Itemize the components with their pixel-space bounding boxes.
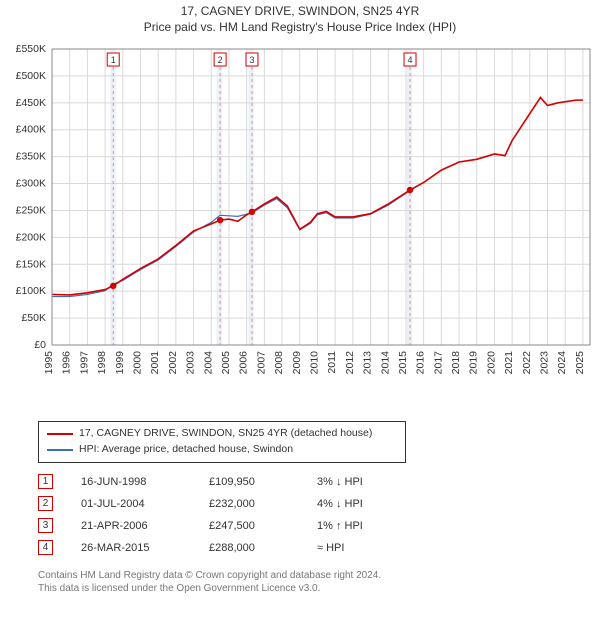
- svg-text:1995: 1995: [43, 351, 55, 375]
- sale-date: 26-MAR-2015: [81, 542, 181, 554]
- svg-text:2014: 2014: [379, 351, 391, 375]
- legend: 17, CAGNEY DRIVE, SWINDON, SN25 4YR (det…: [38, 421, 406, 463]
- legend-label: HPI: Average price, detached house, Swin…: [79, 442, 293, 458]
- svg-text:2021: 2021: [503, 351, 515, 375]
- svg-text:£200K: £200K: [16, 232, 46, 244]
- svg-text:2005: 2005: [220, 351, 232, 375]
- sale-date: 21-APR-2006: [81, 520, 181, 532]
- svg-text:£100K: £100K: [16, 285, 46, 297]
- title-address: 17, CAGNEY DRIVE, SWINDON, SN25 4YR: [0, 4, 600, 20]
- sale-marker: 3: [38, 518, 53, 533]
- title-block: 17, CAGNEY DRIVE, SWINDON, SN25 4YR Pric…: [0, 0, 600, 35]
- svg-text:2009: 2009: [291, 351, 303, 375]
- sale-price: £288,000: [209, 542, 289, 554]
- sale-diff: 3% ↓ HPI: [317, 476, 397, 488]
- legend-label: 17, CAGNEY DRIVE, SWINDON, SN25 4YR (det…: [79, 426, 372, 442]
- svg-text:£500K: £500K: [16, 70, 46, 82]
- svg-text:2018: 2018: [450, 351, 462, 375]
- svg-text:2011: 2011: [326, 351, 338, 374]
- legend-swatch: [47, 449, 73, 451]
- sale-row: 1 16-JUN-1998 £109,950 3% ↓ HPI: [38, 471, 600, 493]
- chart: £0 £50K £100K £150K £200K £250K £300K £350K £400…: [0, 37, 600, 417]
- svg-text:2020: 2020: [485, 351, 497, 375]
- svg-text:2010: 2010: [308, 351, 320, 375]
- svg-text:2006: 2006: [238, 351, 250, 375]
- svg-text:2003: 2003: [185, 351, 197, 375]
- sale-price: £109,950: [209, 476, 289, 488]
- sale-row: 2 01-JUL-2004 £232,000 4% ↓ HPI: [38, 493, 600, 515]
- svg-text:1996: 1996: [61, 351, 73, 375]
- sale-diff: 4% ↓ HPI: [317, 498, 397, 510]
- footer-attribution: Contains HM Land Registry data © Crown c…: [38, 569, 600, 596]
- svg-text:2015: 2015: [397, 351, 409, 375]
- svg-text:£400K: £400K: [16, 124, 46, 136]
- svg-text:£550K: £550K: [16, 43, 46, 55]
- sale-price: £247,500: [209, 520, 289, 532]
- svg-text:3: 3: [249, 55, 254, 65]
- svg-text:£250K: £250K: [16, 205, 46, 217]
- svg-text:2008: 2008: [273, 351, 285, 375]
- svg-text:1999: 1999: [114, 351, 126, 375]
- svg-text:2012: 2012: [344, 351, 356, 375]
- svg-text:2013: 2013: [362, 351, 374, 375]
- legend-item: 17, CAGNEY DRIVE, SWINDON, SN25 4YR (det…: [47, 426, 397, 442]
- legend-swatch: [47, 433, 73, 435]
- svg-text:2023: 2023: [539, 351, 551, 375]
- sale-marker: 1: [38, 474, 53, 489]
- chart-svg: £0 £50K £100K £150K £200K £250K £300K £350K £400…: [0, 37, 600, 417]
- svg-text:2024: 2024: [556, 351, 568, 375]
- svg-text:£50K: £50K: [21, 312, 46, 324]
- svg-text:2019: 2019: [468, 351, 480, 375]
- svg-text:2002: 2002: [167, 351, 179, 375]
- title-subtitle: Price paid vs. HM Land Registry's House …: [0, 20, 600, 36]
- svg-text:£0: £0: [34, 339, 46, 351]
- sale-date: 01-JUL-2004: [81, 498, 181, 510]
- svg-text:2004: 2004: [202, 351, 214, 375]
- legend-item: HPI: Average price, detached house, Swin…: [47, 442, 397, 458]
- footer-line-1: Contains HM Land Registry data © Crown c…: [38, 569, 600, 583]
- svg-text:2001: 2001: [149, 351, 161, 375]
- root: 17, CAGNEY DRIVE, SWINDON, SN25 4YR Pric…: [0, 0, 600, 596]
- svg-text:4: 4: [408, 55, 413, 65]
- svg-text:£450K: £450K: [16, 97, 46, 109]
- svg-text:£150K: £150K: [16, 258, 46, 270]
- sale-row: 4 26-MAR-2015 £288,000 ≈ HPI: [38, 537, 600, 559]
- svg-text:2025: 2025: [574, 351, 586, 375]
- svg-text:2017: 2017: [432, 351, 444, 375]
- sale-marker: 2: [38, 496, 53, 511]
- svg-text:£350K: £350K: [16, 151, 46, 163]
- svg-text:£300K: £300K: [16, 178, 46, 190]
- sales-table: 1 16-JUN-1998 £109,950 3% ↓ HPI 2 01-JUL-2004…: [38, 471, 600, 559]
- svg-text:1: 1: [111, 55, 116, 65]
- sale-price: £232,000: [209, 498, 289, 510]
- footer-line-2: This data is licensed under the Open Gov…: [38, 582, 600, 596]
- sale-diff: ≈ HPI: [317, 542, 397, 554]
- sale-diff: 1% ↑ HPI: [317, 520, 397, 532]
- svg-text:2022: 2022: [521, 351, 533, 375]
- svg-text:2007: 2007: [255, 351, 267, 375]
- svg-text:2: 2: [218, 55, 223, 65]
- sale-marker: 4: [38, 540, 53, 555]
- svg-text:2016: 2016: [415, 351, 427, 375]
- svg-text:2000: 2000: [131, 351, 143, 375]
- svg-text:1997: 1997: [78, 351, 90, 375]
- svg-text:1998: 1998: [96, 351, 108, 375]
- sale-row: 3 21-APR-2006 £247,500 1% ↑ HPI: [38, 515, 600, 537]
- sale-date: 16-JUN-1998: [81, 476, 181, 488]
